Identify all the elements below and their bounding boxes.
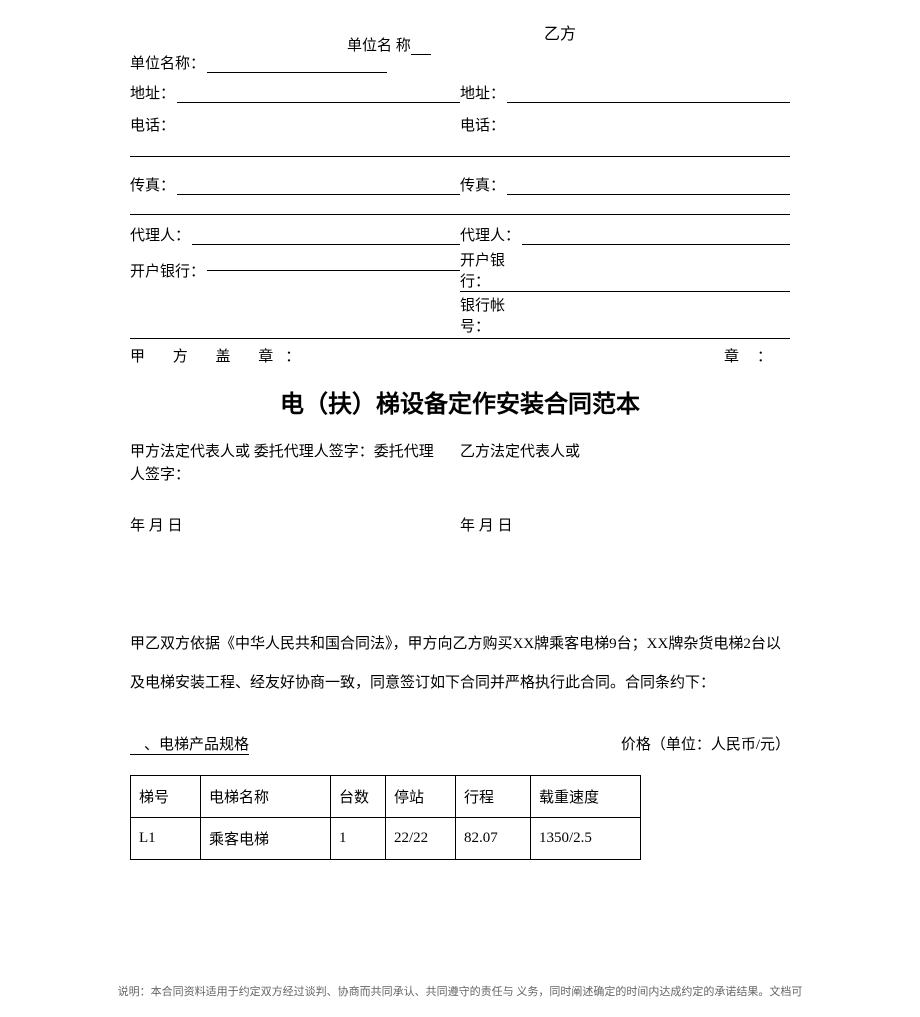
unit-name-line-left (207, 72, 387, 73)
agent-line-left (192, 244, 460, 245)
section-left: 、电梯产品规格 (130, 733, 249, 755)
th-5: 载重速度 (531, 776, 641, 818)
fax-label-right: 传真： (460, 174, 505, 195)
bank-line-left (207, 270, 460, 271)
address-line-right (507, 102, 790, 103)
fax-line-right (507, 194, 790, 195)
sig-left-2: 人签字： (130, 464, 790, 487)
address-label-right: 地址： (460, 82, 505, 103)
date-left: 年 月 日 (130, 514, 460, 535)
table-header-row: 梯号 电梯名称 台数 停站 行程 载重速度 (131, 776, 641, 818)
bank-label-left: 开户银行： (130, 260, 205, 281)
sig-left-1: 甲方法定代表人或 委托代理人签字：委托代理 (130, 441, 460, 464)
section-right: 价格（单位：人民币/元） (621, 733, 790, 755)
td-4: 82.07 (456, 818, 531, 860)
acct-row: 银行帐 号： (130, 294, 790, 336)
agent-label-left: 代理人： (130, 224, 190, 245)
date-right: 年 月 日 (460, 514, 790, 535)
sig-right-1: 乙方法定代表人或 (460, 441, 790, 464)
phone-underline (130, 137, 790, 157)
address-row: 地址： 地址： (130, 77, 790, 103)
unit-name-row: 单位名称： 单位名 称 (130, 52, 790, 73)
date-row: 年 月 日 年 月 日 (130, 514, 790, 535)
phone-label-right: 电话： (460, 114, 505, 135)
fax-label-left: 传真： (130, 174, 175, 195)
section-row: 、电梯产品规格 价格（单位：人民币/元） (130, 733, 790, 755)
agent-row: 代理人： 代理人： (130, 219, 790, 245)
td-3: 22/22 (386, 818, 456, 860)
seal-right: 章： (724, 345, 790, 366)
phone-label-left: 电话： (130, 114, 175, 135)
td-1: 乘客电梯 (201, 818, 331, 860)
address-label-left: 地址： (130, 82, 175, 103)
th-1: 电梯名称 (201, 776, 331, 818)
bank-label-right-2: 行： (460, 270, 790, 292)
unit-name-label-right: 单位名 称 (347, 34, 411, 55)
agent-label-right: 代理人： (460, 224, 520, 245)
table-row: L1 乘客电梯 1 22/22 82.07 1350/2.5 (131, 818, 641, 860)
acct-label-right-1: 银行帐 (460, 294, 505, 315)
th-3: 停站 (386, 776, 456, 818)
body-paragraph: 甲乙双方依据《中华人民共和国合同法》，甲方向乙方购买XX牌乘客电梯9台；XX牌杂… (130, 625, 790, 703)
party-info-grid: 地址： 地址： 电话： 电话： 传真： 传真： 代理人： (130, 77, 790, 339)
th-4: 行程 (456, 776, 531, 818)
unit-name-line-right (411, 54, 431, 55)
td-0: L1 (131, 818, 201, 860)
bank-label-right-1: 开户银 (460, 249, 505, 270)
th-2: 台数 (331, 776, 386, 818)
td-5: 1350/2.5 (531, 818, 641, 860)
fax-underline (130, 197, 790, 215)
td-2: 1 (331, 818, 386, 860)
th-0: 梯号 (131, 776, 201, 818)
bank-row: 开户银行： 开户银 行： (130, 249, 790, 292)
footer-note: 说明：本合同资料适用于约定双方经过谈判、协商而共同承认、共同遵守的责任与 义务，… (0, 983, 920, 999)
seal-row: 甲 方 盖 章： 章： (130, 345, 790, 366)
acct-underline (130, 338, 790, 339)
spec-table: 梯号 电梯名称 台数 停站 行程 载重速度 L1 乘客电梯 1 22/22 82… (130, 775, 641, 860)
signature-block: 甲方法定代表人或 委托代理人签字：委托代理 乙方法定代表人或 人签字： (130, 441, 790, 486)
document-title: 电（扶）梯设备定作安装合同范本 (130, 384, 790, 419)
acct-label-right-2: 号： (460, 315, 490, 336)
phone-row: 电话： 电话： (130, 109, 790, 135)
unit-name-label-left: 单位名称： (130, 52, 205, 73)
seal-left: 甲 方 盖 章： (130, 345, 312, 366)
fax-row: 传真： 传真： (130, 169, 790, 195)
address-line-left (177, 102, 460, 103)
fax-line-left (177, 194, 460, 195)
agent-line-right (522, 244, 790, 245)
